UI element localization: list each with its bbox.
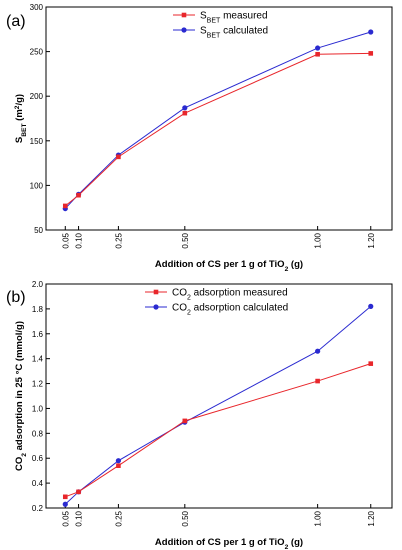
- x-axis-title-pre: Addition of CS per 1 g of TiO: [155, 259, 285, 270]
- legend-entry-sub: 2: [187, 294, 191, 301]
- chart-panel-0: (a) 50 100 150 200 250 300 0.05 0.10 0.25 0.50 1.00…: [6, 3, 393, 273]
- data-point-circle: [182, 105, 188, 111]
- data-point-square: [62, 494, 68, 500]
- y-tick-label: 1.4: [32, 355, 44, 364]
- x-tick-label: 1.00: [314, 232, 323, 248]
- legend-entry-pre: CO: [172, 303, 187, 314]
- legend-entry-post: calculated: [220, 26, 268, 37]
- x-axis-title: Addition of CS per 1 g of TiO2 (g): [155, 537, 303, 550]
- y-tick-label: 200: [30, 92, 44, 101]
- y-tick-label: 0.2: [32, 504, 44, 513]
- legend-entry-pre: CO: [172, 288, 187, 299]
- y-tick-label: 150: [30, 137, 44, 146]
- y-tick-label: 1.6: [32, 330, 44, 339]
- legend-entry: SBET measured: [200, 11, 268, 25]
- y-tick-label: 2.0: [32, 280, 44, 289]
- data-point-square: [62, 203, 68, 209]
- x-tick-label: 1.20: [367, 510, 376, 526]
- legend-entry-sub: BET: [207, 32, 221, 39]
- data-point-circle: [115, 458, 122, 464]
- legend-entry-post: measured: [220, 11, 267, 22]
- data-point-square: [368, 51, 374, 56]
- legend-marker-circle: [153, 304, 159, 310]
- legend-entry-post: adsorption measured: [191, 288, 288, 299]
- y-tick-label: 0.4: [32, 479, 44, 488]
- x-axis-title-pre: Addition of CS per 1 g of TiO: [155, 537, 285, 548]
- series-line-square: [65, 363, 371, 498]
- plot-frame: [45, 6, 393, 231]
- legend-entry-sub: 2: [187, 309, 191, 316]
- y-tick-label: 250: [30, 48, 44, 57]
- y-axis-title-post: /g): [14, 94, 25, 106]
- panel-label: (a): [6, 13, 26, 30]
- y-axis-title-post: adsorption in 25 °C (mmol/g): [14, 321, 25, 453]
- data-point-square: [182, 110, 188, 116]
- data-point-square: [315, 51, 320, 57]
- y-axis-title: CO2 adsorption in 25 °C (mmol/g): [14, 321, 28, 471]
- x-tick-label: 0.50: [181, 510, 190, 526]
- x-tick-label: 0.50: [181, 232, 190, 248]
- panel-label: (b): [6, 289, 26, 306]
- legend-entry: CO2 adsorption calculated: [172, 303, 288, 317]
- legend-entry-pre: S: [200, 11, 207, 22]
- legend-entry: CO2 adsorption measured: [172, 288, 288, 302]
- y-tick-label: 0.6: [32, 454, 44, 463]
- data-point-square: [368, 361, 374, 366]
- y-axis-title-pre: CO: [14, 457, 25, 471]
- legend-entry-sub: BET: [207, 17, 221, 24]
- legend-marker-square: [153, 289, 159, 295]
- y-tick-label: 100: [30, 181, 44, 190]
- y-axis-title-sub: BET: [21, 123, 28, 136]
- series-line-circle: [64, 306, 372, 505]
- series-line-square: [64, 52, 371, 207]
- legend-entry-post: adsorption calculated: [191, 303, 288, 314]
- y-axis-title: SBET (m2/g): [14, 94, 28, 143]
- x-tick-label: 0.25: [114, 510, 123, 526]
- y-axis-title-sub: 2: [21, 453, 28, 457]
- x-tick-label: 0.05: [61, 232, 70, 248]
- y-tick-label: 50: [34, 226, 43, 235]
- y-axis-title-pre: S: [14, 137, 25, 143]
- x-tick-label: 0.10: [75, 232, 84, 248]
- x-tick-label: 0.05: [61, 510, 70, 526]
- x-axis-title-sub: 2: [285, 266, 289, 273]
- data-point-circle: [315, 45, 321, 51]
- y-tick-label: 300: [30, 3, 44, 12]
- legend-entry: SBET calculated: [200, 26, 268, 40]
- x-axis-title-post: (g): [288, 537, 303, 548]
- series-line-circle: [64, 31, 371, 209]
- y-axis-title-mid: (m: [14, 109, 25, 123]
- data-point-square: [76, 489, 81, 495]
- data-point-square: [76, 192, 81, 198]
- x-axis-title-post: (g): [288, 259, 303, 270]
- x-tick-label: 0.25: [114, 232, 123, 248]
- data-point-circle: [368, 29, 374, 35]
- y-tick-label: 1.0: [32, 404, 44, 413]
- x-tick-label: 0.10: [75, 510, 84, 526]
- data-point-circle: [62, 501, 68, 507]
- chart-panel-1: (b) 0.2 0.4 0.6 0.8 1.0 1.2 1.4 1.6 1.8 2.0 0.05 0.1…: [6, 280, 393, 550]
- legend-marker-circle: [181, 27, 187, 33]
- data-point-square: [116, 154, 121, 160]
- data-point-circle: [315, 348, 321, 354]
- x-tick-label: 1.00: [314, 510, 323, 526]
- y-tick-label: 1.2: [32, 380, 44, 389]
- data-point-square: [182, 418, 188, 424]
- legend-entry-pre: S: [200, 26, 207, 37]
- plot-frame: [45, 283, 393, 509]
- y-tick-label: 1.8: [32, 305, 44, 314]
- legend-marker-square: [181, 12, 187, 18]
- data-point-square: [116, 463, 121, 468]
- x-axis-title-sub: 2: [285, 544, 289, 550]
- x-tick-label: 1.20: [367, 232, 376, 248]
- y-axis-title-sup: 2: [14, 105, 21, 109]
- x-axis-title: Addition of CS per 1 g of TiO2 (g): [155, 259, 303, 273]
- data-point-circle: [368, 303, 374, 309]
- y-tick-label: 0.8: [32, 429, 44, 438]
- data-point-square: [315, 378, 320, 384]
